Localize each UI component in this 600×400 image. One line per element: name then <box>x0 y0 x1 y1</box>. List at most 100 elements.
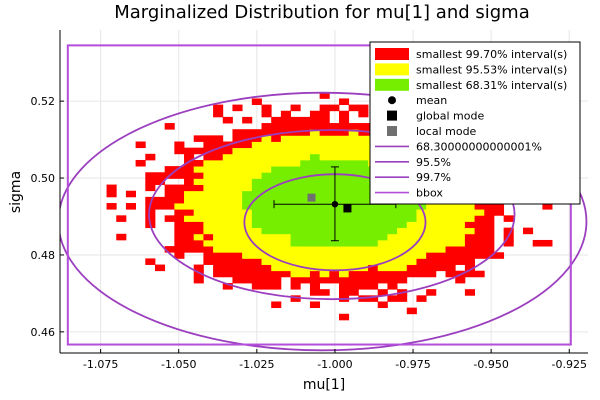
heat-cell <box>242 148 252 155</box>
heat-cell <box>320 246 330 253</box>
heat-cell <box>397 240 407 247</box>
heat-cell <box>252 98 262 105</box>
heat-cell <box>542 240 552 247</box>
heat-cell <box>232 277 242 284</box>
heat-cell <box>281 252 291 259</box>
heat-cell <box>358 215 368 222</box>
heat-cell <box>271 271 281 278</box>
heat-cell <box>155 203 165 210</box>
heat-cell <box>116 234 126 241</box>
heat-cell <box>271 154 281 161</box>
heat-cell <box>349 123 359 130</box>
heat-cell <box>184 166 194 173</box>
heat-cell <box>262 166 272 173</box>
heat-cell <box>291 191 301 198</box>
legend-label: 99.7% <box>416 171 451 184</box>
heat-cell <box>281 142 291 149</box>
heat-cell <box>252 283 262 290</box>
heat-cell <box>252 203 262 210</box>
heat-cell <box>252 234 262 241</box>
heat-cell <box>291 283 301 290</box>
heat-cell <box>203 228 213 235</box>
legend-label: bbox <box>416 187 443 200</box>
heat-cell <box>291 185 301 192</box>
heat-cell <box>329 148 339 155</box>
heat-cell <box>407 215 417 222</box>
heat-cell <box>426 221 436 228</box>
heat-cell <box>320 117 330 124</box>
heat-cell <box>136 160 146 167</box>
heat-cell <box>223 203 233 210</box>
heat-cell <box>262 203 272 210</box>
heat-cell <box>494 209 504 216</box>
heat-cell <box>281 135 291 142</box>
heat-cell <box>378 240 388 247</box>
heat-cell <box>339 160 349 167</box>
heat-cell <box>145 185 155 192</box>
heat-cell <box>184 197 194 204</box>
heat-cell <box>155 197 165 204</box>
heat-cell <box>329 191 339 198</box>
heat-cell <box>213 160 223 167</box>
heat-cell <box>232 265 242 272</box>
heat-cell <box>387 295 397 302</box>
heat-cell <box>349 185 359 192</box>
heat-cell <box>174 148 184 155</box>
heat-cell <box>213 154 223 161</box>
heat-cell <box>213 265 223 272</box>
heat-cell <box>387 240 397 247</box>
heat-cell <box>300 166 310 173</box>
x-tick-label: -0.950 <box>473 358 508 371</box>
heat-cell <box>281 228 291 235</box>
heat-cell <box>465 215 475 222</box>
heat-cell <box>397 221 407 228</box>
heat-cell <box>349 154 359 161</box>
heat-cell <box>252 228 262 235</box>
heat-cell <box>271 160 281 167</box>
heat-cell <box>436 240 446 247</box>
heat-cell <box>232 258 242 265</box>
heat-cell <box>339 289 349 296</box>
y-tick-label: 0.50 <box>31 172 56 185</box>
heat-cell <box>446 246 456 253</box>
heat-cell <box>407 209 417 216</box>
heat-cell <box>310 135 320 142</box>
heat-cell <box>407 228 417 235</box>
heat-cell <box>281 215 291 222</box>
heat-cell <box>271 221 281 228</box>
heat-cell <box>368 209 378 216</box>
heat-cell <box>242 265 252 272</box>
heat-cell <box>242 166 252 173</box>
legend-label: local mode <box>416 125 477 138</box>
heat-cell <box>320 154 330 161</box>
heat-cell <box>184 191 194 198</box>
heat-cell <box>262 178 272 185</box>
heat-cell <box>339 111 349 118</box>
heat-cell <box>203 246 213 253</box>
heat-cell <box>203 240 213 247</box>
legend-label: mean <box>416 94 447 107</box>
heat-cell <box>300 271 310 278</box>
heat-cell <box>475 209 485 216</box>
heat-cell <box>320 160 330 167</box>
heat-cell <box>262 111 272 118</box>
heat-cell <box>339 166 349 173</box>
heat-cell <box>339 142 349 149</box>
heat-cell <box>339 123 349 130</box>
heat-cell <box>271 240 281 247</box>
heat-cell <box>387 221 397 228</box>
heat-cell <box>426 228 436 235</box>
heat-cell <box>242 246 252 253</box>
heat-cell <box>203 215 213 222</box>
heat-cell <box>203 135 213 142</box>
heat-cell <box>194 197 204 204</box>
heat-cell <box>300 228 310 235</box>
heat-cell <box>416 265 426 272</box>
heat-cell <box>329 228 339 235</box>
heat-cell <box>174 221 184 228</box>
heat-cell <box>300 240 310 247</box>
heat-cell <box>300 148 310 155</box>
legend-swatch <box>387 126 397 136</box>
legend-swatch <box>388 96 396 104</box>
heat-cell <box>358 166 368 173</box>
